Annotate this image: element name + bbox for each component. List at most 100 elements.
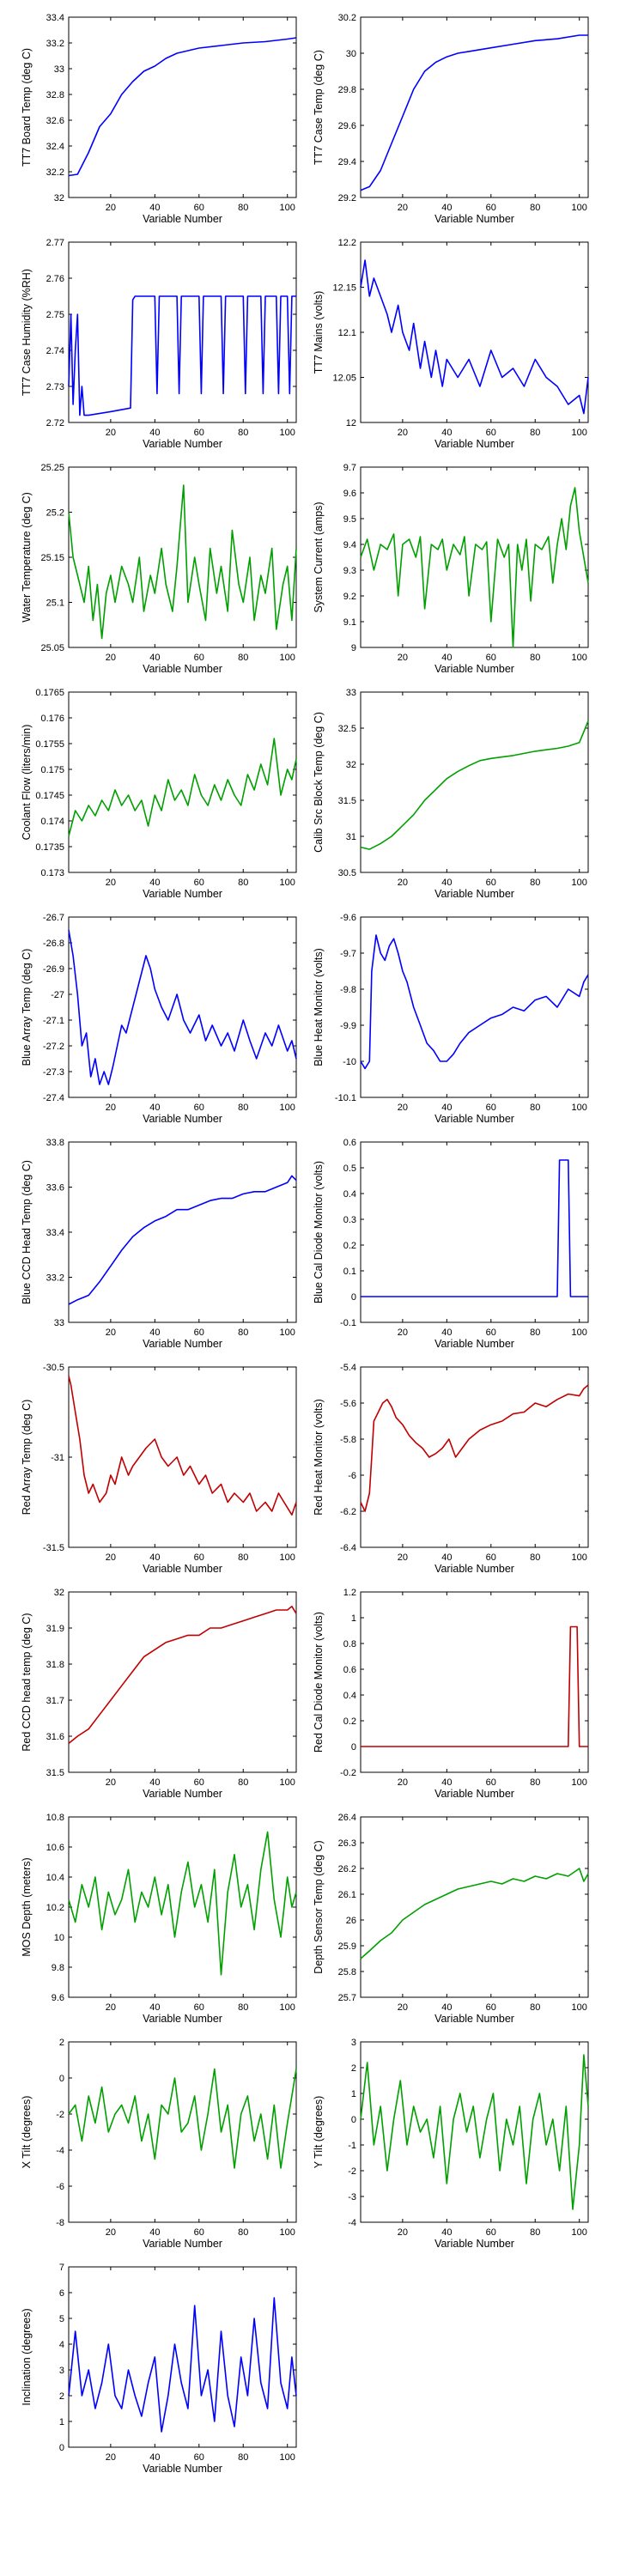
x-tick-label: 60 — [194, 653, 204, 663]
y-tick-label: 31 — [346, 832, 356, 842]
x-tick-label: 100 — [280, 1327, 295, 1338]
y-tick-label: -27.1 — [43, 1016, 64, 1026]
series-line — [360, 1868, 589, 1959]
plot-frame — [68, 1141, 297, 1323]
y-tick-label: 0.2 — [343, 1241, 356, 1251]
x-axis-label: Variable Number — [143, 2463, 222, 2475]
y-tick-label: -3 — [348, 2192, 356, 2202]
y-tick-label: 29.4 — [338, 157, 356, 167]
chart-panel: -0.2 0 0.2 0.4 0.6 0.8 1 1.2 20 40 60 80 100 Variable… — [313, 1588, 589, 1800]
x-tick-label: 60 — [194, 2002, 204, 2013]
y-tick-label: 32.8 — [46, 90, 64, 100]
y-tick-label: -9.6 — [340, 913, 356, 923]
y-tick-label: 33.4 — [46, 13, 64, 23]
x-axis-label: Variable Number — [143, 1563, 222, 1575]
y-tick-label: 10.2 — [46, 1903, 64, 1913]
chart-panel: -31.5 -31 -30.5 20 40 60 80 100 Variable Number R… — [21, 1363, 297, 1575]
x-tick-label: 60 — [486, 878, 496, 888]
chart-panel: 2.72 2.73 2.74 2.75 2.76 2.77 20 40 60 80 100 Varia… — [21, 238, 297, 450]
chart-panel: -6.4 -6.2 -6 -5.8 -5.6 -5.4 20 40 60 80 100 Variabl… — [313, 1363, 589, 1575]
plot-frame — [68, 1816, 297, 1998]
chart-panel: 25.7 25.8 25.9 26 26.1 26.2 26.3 26.4 20 40 60 80 10… — [313, 1813, 589, 2025]
y-tick-label: 25.8 — [338, 1967, 356, 1978]
x-axis-label: Variable Number — [143, 1788, 222, 1800]
y-tick-label: 25.1 — [46, 598, 64, 609]
x-tick-label: 20 — [106, 428, 116, 438]
x-tick-label: 40 — [441, 1777, 452, 1788]
series-line — [68, 2297, 297, 2433]
y-tick-label: 12.1 — [338, 328, 356, 338]
series-line — [360, 1384, 589, 1512]
chart-panel: -0.1 0 0.1 0.2 0.3 0.4 0.5 0.6 20 40 60 80 100 Variab… — [313, 1138, 589, 1350]
series-line — [360, 934, 589, 1070]
series-line — [68, 2068, 297, 2169]
x-tick-label: 40 — [149, 1777, 160, 1788]
y-tick-label: 10.4 — [46, 1873, 64, 1883]
y-tick-label: 30.2 — [338, 13, 356, 23]
x-tick-label: 20 — [106, 1327, 116, 1338]
y-tick-label: 0.174 — [40, 817, 64, 827]
y-tick-label: 26.2 — [338, 1864, 356, 1874]
y-tick-label: 32 — [346, 760, 356, 770]
x-tick-label: 60 — [194, 1103, 204, 1113]
y-axis-label: Inclination (degrees) — [21, 2308, 33, 2405]
series-line — [68, 738, 297, 837]
x-tick-label: 20 — [398, 2002, 408, 2013]
x-tick-label: 40 — [149, 1552, 160, 1563]
x-tick-label: 40 — [441, 2002, 452, 2013]
y-tick-label: 33.2 — [46, 1273, 64, 1284]
y-tick-label: 31.5 — [338, 796, 356, 806]
y-tick-label: 12.2 — [338, 238, 356, 248]
x-axis-label: Variable Number — [143, 663, 222, 675]
plot-frame — [68, 1366, 297, 1548]
series-line — [68, 1831, 297, 1976]
x-tick-label: 100 — [280, 2452, 295, 2463]
x-tick-label: 20 — [106, 653, 116, 663]
x-tick-label: 20 — [106, 878, 116, 888]
y-tick-label: -26.8 — [43, 939, 64, 949]
x-tick-label: 100 — [280, 1552, 295, 1563]
x-tick-label: 60 — [194, 2452, 204, 2463]
x-tick-label: 80 — [530, 1552, 540, 1563]
y-tick-label: -9.8 — [340, 985, 356, 995]
y-tick-label: 26.1 — [338, 1890, 356, 1900]
x-tick-label: 80 — [238, 203, 248, 213]
x-tick-label: 80 — [238, 2002, 248, 2013]
plot-frame — [360, 916, 589, 1098]
chart-panel: 25.05 25.1 25.15 25.2 25.25 20 40 60 80 100 Variab… — [21, 463, 297, 675]
x-tick-label: 80 — [238, 653, 248, 663]
y-tick-label: 9.2 — [343, 592, 356, 602]
y-tick-label: 2.75 — [46, 310, 64, 320]
y-axis-label: Y Tilt (degrees) — [313, 2096, 325, 2169]
y-tick-label: 0.175 — [40, 765, 64, 775]
y-tick-label: -4 — [348, 2218, 356, 2228]
x-tick-label: 20 — [398, 878, 408, 888]
x-axis-label: Variable Number — [143, 438, 222, 450]
y-tick-label: 9.5 — [343, 514, 356, 525]
y-tick-label: 25.05 — [40, 643, 64, 653]
x-axis-label: Variable Number — [434, 438, 514, 450]
y-tick-label: 32.5 — [338, 724, 356, 734]
y-tick-label: -0.1 — [340, 1318, 356, 1328]
x-tick-label: 20 — [106, 1552, 116, 1563]
x-tick-label: 80 — [238, 1552, 248, 1563]
series-line — [360, 2054, 589, 2210]
x-tick-label: 60 — [194, 2227, 204, 2238]
y-tick-label: 4 — [59, 2340, 64, 2350]
y-tick-label: 32.4 — [46, 142, 64, 152]
x-tick-label: 40 — [149, 2452, 160, 2463]
y-tick-label: 0.1755 — [35, 739, 64, 750]
plot-frame — [360, 16, 589, 198]
x-tick-label: 80 — [238, 2227, 248, 2238]
y-tick-label: 31.9 — [46, 1624, 64, 1634]
x-tick-label: 100 — [280, 653, 295, 663]
y-tick-label: 29.6 — [338, 121, 356, 131]
y-axis-label: Red Array Temp (deg C) — [21, 1400, 33, 1516]
y-axis-label: TT7 Case Humidity (%RH) — [21, 269, 33, 396]
chart-panel: 0 1 2 3 4 5 6 7 20 40 60 80 100 Variable Number Inclin… — [21, 2263, 297, 2475]
x-tick-label: 100 — [572, 1552, 587, 1563]
y-tick-label: 33 — [346, 688, 356, 698]
y-tick-label: 32.2 — [46, 167, 64, 178]
y-tick-label: 0.8 — [343, 1639, 356, 1649]
y-tick-label: 25.2 — [46, 508, 64, 519]
